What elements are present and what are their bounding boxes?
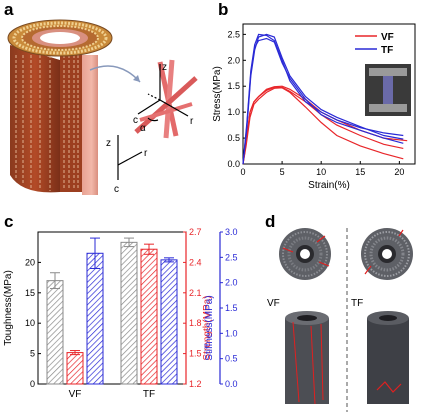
stiffness-tick-label-4: 2.0 [225,278,238,288]
bar-toughness-tf [120,241,138,385]
inset-bottom-platen [369,104,407,112]
stiffness-tick-label-3: 1.5 [225,303,238,313]
panel-a-illustration: z c r α z r c [7,19,198,195]
fiber-bundle [134,59,198,139]
property-bar-chart: 0 5 10 15 20 Toughness(MPa) 1.2 1.5 1.8 2.1 2.4 2.7… [3,227,238,400]
strength-tick-label-3: 2.1 [189,288,202,298]
stress-strain-chart: 0 5 10 15 20 0.0 0.5 1.0 1.5 2.0 2.5 Strain(%) Stres… [212,23,416,191]
local-axes [137,64,189,122]
y-tick-label-1: 0.5 [227,133,240,143]
strength-tick-label-5: 2.7 [189,227,202,237]
x-tick-label-4: 20 [394,167,404,177]
x-tick-label-3: 15 [355,167,365,177]
axis-label-alpha: α [140,123,146,134]
strength-axis-label: Strength(MPa) [202,295,213,360]
vf-ring-photo [279,228,331,280]
axis-label-z: z [162,62,167,73]
category-label-tf: TF [143,389,155,400]
strength-tick-label-2: 1.8 [189,318,202,328]
strength-tick-label-0: 1.2 [189,379,202,389]
bar-stiffness-vf [86,252,104,385]
x-tick-label-2: 10 [316,167,326,177]
legend-label-tf: TF [381,45,393,56]
panel-letter-a: a [4,0,14,19]
tf-ring-photo [361,228,413,280]
legend-label-vf: VF [381,32,394,43]
axis-label-c: c [133,115,138,126]
y-tick-label-3: 1.5 [227,81,240,91]
x-tick-label-0: 0 [240,167,245,177]
toughness-tick-label-2: 10 [25,318,35,328]
axis-label-r2: r [144,148,148,159]
stiffness-tick-label-1: 0.5 [225,354,238,364]
inset-test-photo [365,64,411,116]
panel-letter-d: d [265,212,276,231]
x-tick-label-1: 5 [280,167,285,177]
strength-tick-label-1: 1.5 [189,349,202,359]
axis-label-c2: c [114,184,119,195]
stiffness-tick-label-6: 3.0 [225,227,238,237]
cylinder-cut-face [60,45,82,192]
series-line-vf-1 [242,87,404,165]
toughness-tick-label-0: 0 [30,379,35,389]
y-tick-label-2: 1.0 [227,107,240,117]
specimen-photos: VF TF [267,228,413,412]
stiffness-tick-label-5: 2.5 [225,252,238,262]
inset-specimen [383,76,393,104]
tf-cylinder-photo [367,311,409,404]
strength-tick-label-4: 2.4 [189,257,202,267]
inset-top-platen [369,68,407,76]
panel-letter-c: c [4,212,14,231]
panel-letter-b: b [218,0,229,19]
y-axis-label: Stress(MPa) [212,66,223,122]
series-line-tf-5 [242,37,404,165]
bar-strength-vf [66,352,84,385]
plot-frame [242,23,416,165]
cylinder-body [10,45,60,193]
stiffness-axis-label: Stiffness(MPa) [204,295,215,360]
stiffness-tick-label-0: 0.0 [225,379,238,389]
toughness-tick-label-4: 20 [25,257,35,267]
bar-strength-tf [140,248,158,385]
vf-cylinder-photo [285,311,329,405]
stiffness-tick-label-2: 1.0 [225,328,238,338]
axis-label-r: r [190,116,194,127]
toughness-tick-label-3: 15 [25,288,35,298]
category-label-vf: VF [69,389,82,400]
toughness-axis-label: Toughness(MPa) [3,270,14,346]
y-tick-label-4: 2.0 [227,55,240,65]
axis-label-z2: z [106,138,111,149]
y-tick-label-0: 0.0 [227,159,240,169]
bar-stiffness-tf [160,259,178,385]
global-axes [117,135,143,180]
laminate-stripes [15,55,79,191]
x-axis-label: Strain(%) [308,180,350,191]
toughness-tick-label-1: 5 [30,349,35,359]
series-line-vf-2 [242,85,408,165]
y-tick-label-5: 2.5 [227,29,240,39]
bar-toughness-vf [46,280,64,385]
label-vf: VF [267,298,280,309]
label-tf: TF [351,298,363,309]
inner-tube [82,55,98,195]
